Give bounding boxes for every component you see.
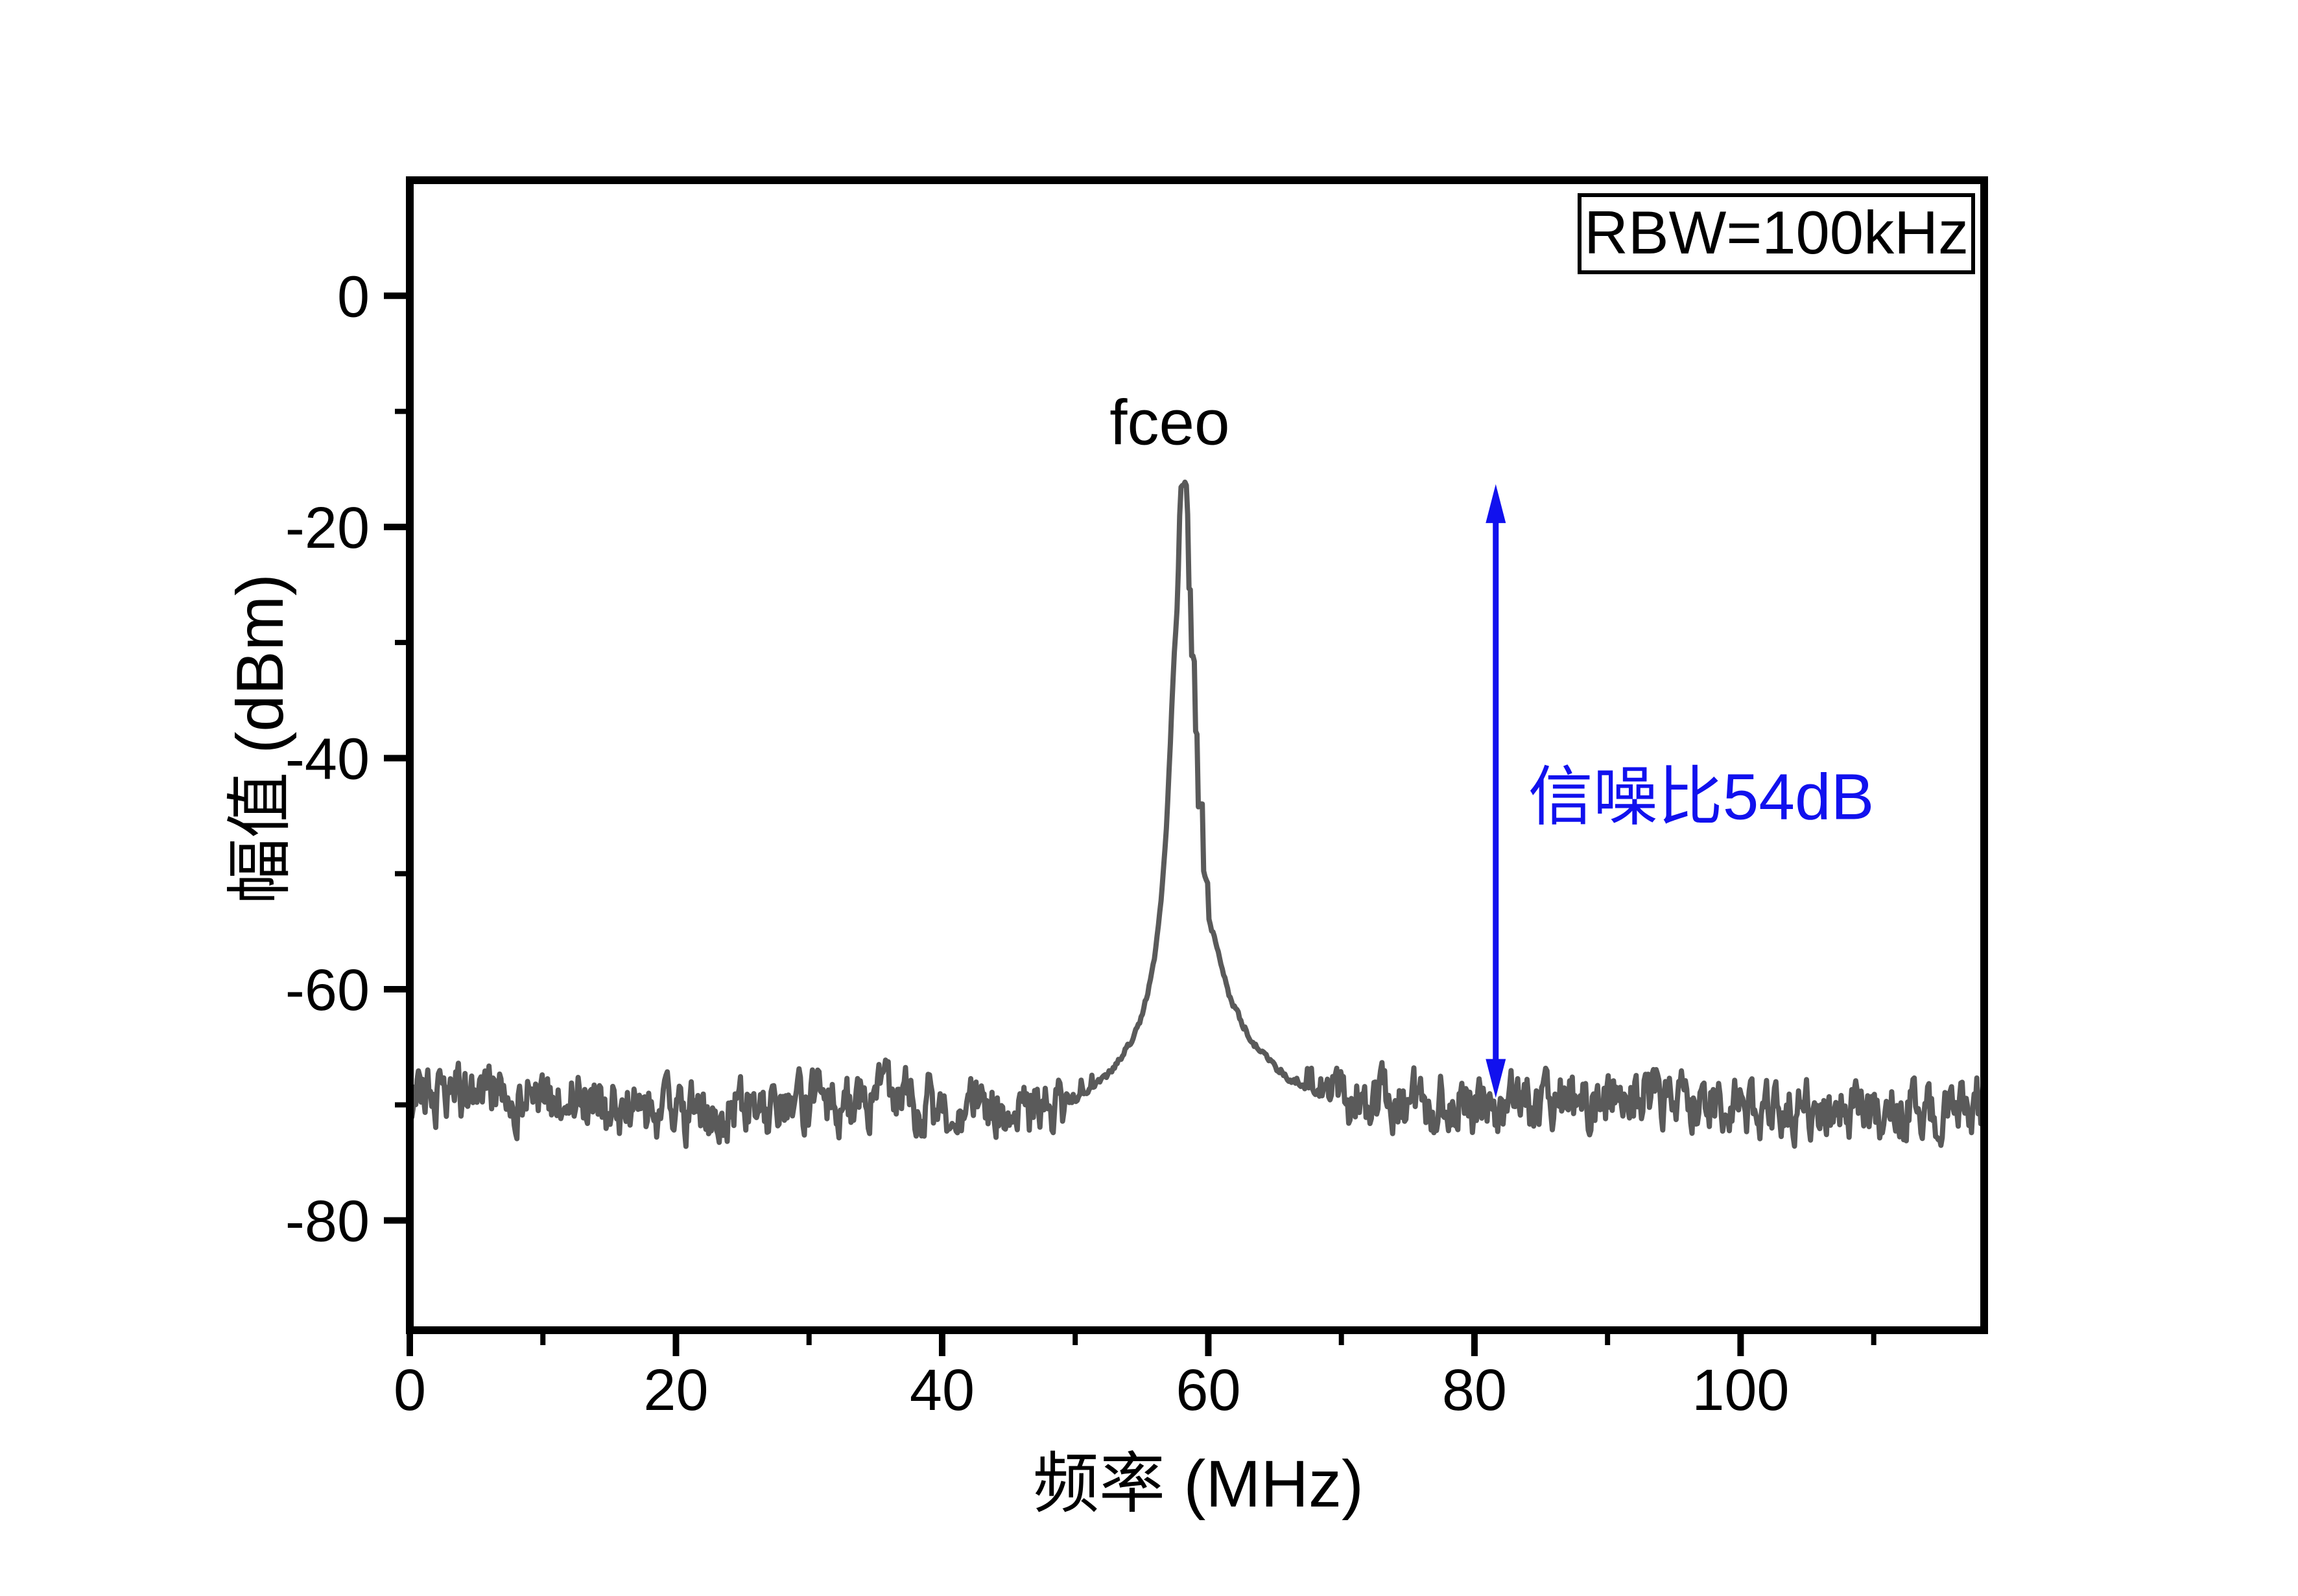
x-tick-label: 60: [1176, 1358, 1240, 1423]
snr-arrow: [1486, 484, 1506, 1098]
snr-annotation-cjk: 信噪比: [1528, 761, 1723, 834]
arrow-up-head: [1486, 484, 1506, 523]
x-axis-title-cjk: 频率: [1033, 1448, 1166, 1521]
y-tick-label: -60: [285, 958, 370, 1023]
arrow-down-head: [1486, 1059, 1506, 1098]
axes-frame: [406, 176, 1988, 1334]
y-tick-label: 0: [337, 264, 370, 329]
spectrum-trace: [409, 479, 1986, 1149]
x-axis-title: 频率 (MHz): [1033, 1451, 1364, 1518]
y-tick-label: -80: [285, 1190, 370, 1254]
snr-annotation-value: 54dB: [1722, 760, 1875, 834]
y-axis-title-cjk: 幅值: [224, 772, 298, 904]
y-tick-label: -20: [285, 496, 370, 561]
x-tick-label: 0: [394, 1358, 426, 1423]
x-tick-label: 40: [910, 1358, 975, 1423]
rbw-annotation-box: RBW=100kHz: [1578, 193, 1975, 274]
peak-label: fceo: [1109, 386, 1230, 458]
x-tick-label: 20: [643, 1358, 708, 1423]
x-axis-title-unit: (MHz): [1165, 1447, 1364, 1521]
snr-annotation: 信噪比54dB: [1528, 765, 1875, 830]
y-tick-label: -40: [285, 727, 370, 792]
y-axis-title: 幅值 (dBm): [223, 574, 298, 904]
x-tick-label: 80: [1442, 1358, 1507, 1423]
tick-labels: 0 -20 -40 -60 -80 0 20 40 60 80 100: [285, 264, 1790, 1423]
axis-ticks: [384, 292, 1877, 1356]
rbw-annotation-text: RBW=100kHz: [1584, 198, 1969, 266]
y-axis-title-unit: (dBm): [223, 574, 297, 772]
x-tick-label: 100: [1692, 1358, 1789, 1423]
